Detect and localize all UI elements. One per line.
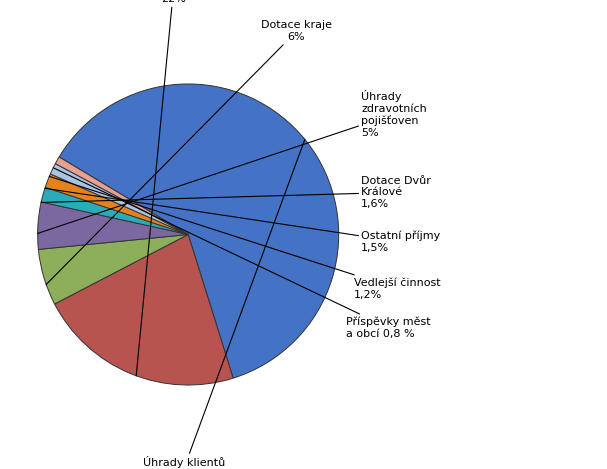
Text: Dotace kraje
6%: Dotace kraje 6% xyxy=(46,21,332,285)
Text: Dotace Dvůr
Králové
1,6%: Dotace Dvůr Králové 1,6% xyxy=(41,176,431,209)
Wedge shape xyxy=(38,202,188,250)
Text: Příspěvky měst
a obcí 0,8 %: Příspěvky měst a obcí 0,8 % xyxy=(53,168,431,339)
Wedge shape xyxy=(55,157,188,234)
Wedge shape xyxy=(41,187,188,234)
Text: Úhrady
zdravotních
pojišťoven
5%: Úhrady zdravotních pojišťoven 5% xyxy=(38,90,427,234)
Wedge shape xyxy=(55,234,233,385)
Text: Dotace MPSV
22%: Dotace MPSV 22% xyxy=(136,0,210,376)
Text: Ostatní příjmy
1,5%: Ostatní příjmy 1,5% xyxy=(45,189,441,253)
Text: Úhrady klientů
  61%: Úhrady klientů 61% xyxy=(143,139,305,469)
Wedge shape xyxy=(50,164,188,234)
Text: Vedlejší činnost
1,2%: Vedlejší činnost 1,2% xyxy=(49,176,441,300)
Wedge shape xyxy=(46,174,188,234)
Wedge shape xyxy=(38,234,188,304)
Wedge shape xyxy=(59,84,339,378)
